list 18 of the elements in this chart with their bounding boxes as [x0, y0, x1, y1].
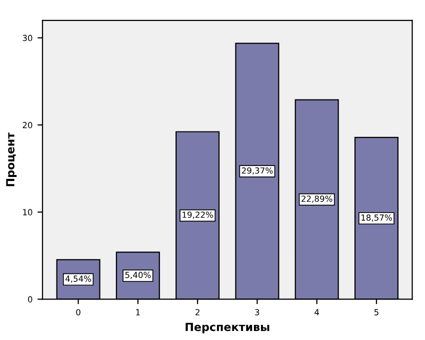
y-tick-label: 30	[22, 34, 32, 42]
y-axis-title: Процент	[6, 132, 17, 186]
data-label: 5,40%	[125, 272, 151, 279]
x-tick-label: 0	[76, 309, 80, 316]
x-tick-label: 1	[136, 309, 140, 316]
data-label: 19,22%	[182, 212, 213, 219]
data-label: 18,57%	[361, 214, 392, 222]
y-tick-label: 0	[28, 296, 32, 302]
data-label: 29,37%	[242, 167, 273, 175]
x-axis-title: Перспективы	[186, 322, 270, 334]
x-tick-label: 2	[196, 309, 200, 316]
data-label: 4,54%	[65, 276, 92, 283]
x-tick-label: 3	[255, 309, 260, 316]
data-label: 22,89%	[302, 196, 332, 203]
y-tick-label: 20	[22, 122, 32, 128]
x-tick-label: 5	[374, 309, 378, 316]
x-tick-label: 4	[314, 309, 320, 316]
y-tick-label: 10	[23, 209, 32, 216]
